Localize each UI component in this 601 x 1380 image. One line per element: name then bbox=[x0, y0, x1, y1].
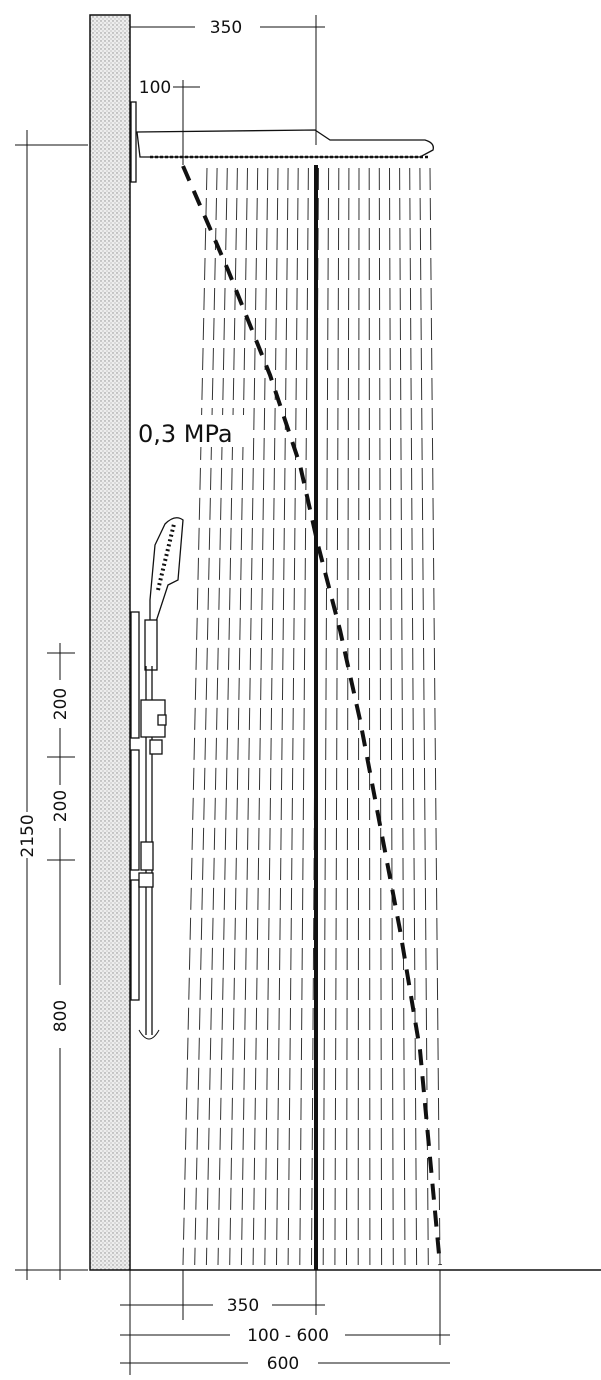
water-stream bbox=[334, 167, 340, 1266]
dim-arm-offset: 100 bbox=[139, 78, 171, 98]
water-stream bbox=[399, 167, 406, 1266]
dim-panel-upper: 200 bbox=[51, 688, 71, 720]
pressure-label: 0,3 MPa bbox=[138, 420, 233, 448]
rain-shower-head bbox=[130, 101, 434, 183]
water-stream bbox=[322, 167, 330, 1266]
water-stream bbox=[194, 167, 218, 1266]
water-stream bbox=[429, 167, 441, 1266]
dim-spray-range: 100 - 600 bbox=[247, 1326, 329, 1346]
water-stream bbox=[299, 167, 309, 1266]
water-stream bbox=[240, 167, 259, 1266]
water-stream bbox=[252, 167, 269, 1266]
water-stream bbox=[264, 167, 279, 1266]
dim-bottom-height: 800 bbox=[51, 1000, 71, 1032]
wall bbox=[89, 14, 131, 1271]
water-stream bbox=[419, 167, 429, 1266]
water-stream bbox=[287, 167, 299, 1266]
water-stream bbox=[182, 167, 208, 1266]
dim-floor-center: 350 bbox=[227, 1296, 259, 1316]
dim-head-reach: 350 bbox=[210, 18, 242, 38]
water-stream bbox=[276, 167, 289, 1266]
dimension-lines bbox=[15, 15, 450, 1375]
spray-envelope-curve bbox=[181, 165, 442, 1266]
water-stream bbox=[229, 167, 248, 1266]
dim-panel-lower: 200 bbox=[51, 790, 71, 822]
water-stream bbox=[409, 167, 418, 1266]
water-stream bbox=[205, 167, 228, 1266]
water-streams bbox=[182, 167, 441, 1266]
water-stream bbox=[346, 167, 350, 1266]
dim-total-height: 2150 bbox=[18, 814, 38, 857]
water-stream bbox=[368, 167, 371, 1266]
dim-floor-total: 600 bbox=[267, 1354, 299, 1374]
control-panel bbox=[130, 611, 167, 1040]
hand-shower bbox=[144, 517, 184, 671]
water-stream bbox=[389, 167, 394, 1266]
water-stream bbox=[217, 167, 238, 1266]
water-stream bbox=[378, 167, 383, 1266]
